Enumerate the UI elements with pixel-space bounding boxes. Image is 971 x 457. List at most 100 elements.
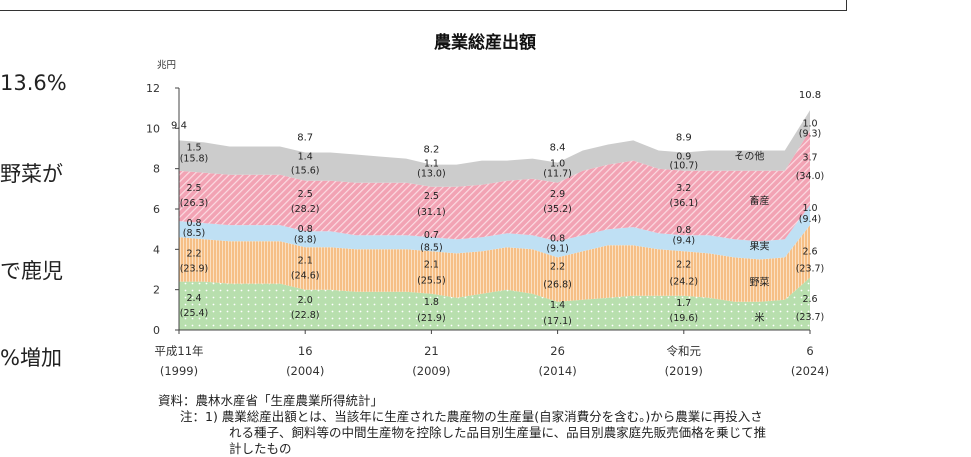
- data-label: 0.8: [298, 224, 313, 235]
- data-label: 0.8: [186, 218, 201, 229]
- data-label: 0.7: [424, 230, 439, 241]
- series-label: その他: [734, 150, 764, 163]
- data-label: 2.2: [676, 259, 691, 270]
- data-label: (35.2): [543, 204, 572, 215]
- data-label: 2.1: [298, 255, 313, 266]
- data-label: 3.7: [802, 153, 817, 164]
- data-label: 1.0: [802, 118, 817, 129]
- data-label: (31.1): [417, 207, 446, 218]
- data-label: 0.9: [676, 152, 691, 163]
- data-label: 1.7: [676, 298, 691, 309]
- note-1-continuation-1: れる種子、飼料等の中間生産物を控除した品目別生産量に、品目別農家庭先販売価格を乗…: [229, 425, 767, 440]
- x-tick-label-era: 平成11年: [154, 344, 203, 358]
- data-label: (34.0): [796, 171, 825, 182]
- y-tick-label: 10: [146, 122, 160, 135]
- data-label: 2.9: [550, 189, 565, 200]
- y-tick-label: 12: [146, 82, 160, 95]
- data-label: 2.5: [186, 183, 201, 194]
- data-label: 2.1: [424, 259, 439, 270]
- area-その他: [179, 110, 810, 187]
- side-text-2: 野菜が: [0, 162, 63, 186]
- total-label: 8.2: [423, 145, 439, 156]
- y-tick-label: 0: [153, 324, 160, 337]
- data-label: (23.9): [180, 264, 209, 275]
- data-label: 2.2: [186, 248, 201, 259]
- data-label: (24.6): [291, 271, 320, 282]
- data-label: 2.6: [802, 246, 817, 257]
- data-label: (26.3): [180, 198, 209, 209]
- data-label: 3.2: [676, 183, 691, 194]
- data-label: (8.8): [294, 234, 317, 245]
- series-label: 野菜: [750, 277, 770, 289]
- side-text-3: で鹿児: [0, 259, 63, 283]
- data-label: (9.1): [546, 243, 569, 254]
- note-1: 注：1) 農業総産出額とは、当該年に生産された農産物の生産量(自家消費分を含む。…: [180, 409, 763, 424]
- total-label: 8.4: [550, 143, 566, 154]
- data-label: 2.2: [550, 262, 565, 273]
- data-label: 1.5: [186, 143, 201, 154]
- data-label: 0.8: [550, 233, 565, 244]
- total-label: 10.8: [799, 90, 821, 101]
- side-text-4: %増加: [0, 346, 62, 370]
- data-label: (15.8): [180, 154, 209, 165]
- data-label: 1.8: [424, 297, 439, 308]
- total-label: 8.9: [676, 133, 692, 144]
- source-note: 資料：農林水産省「生産農業所得統計」: [158, 393, 384, 408]
- data-label: (9.4): [673, 235, 696, 246]
- data-label: 2.0: [298, 295, 313, 306]
- series-label: 米: [755, 311, 765, 324]
- area-畜産: [179, 130, 810, 242]
- x-tick-label-year: (1999): [160, 364, 198, 378]
- total-label: 9.4: [171, 120, 187, 131]
- x-tick-label-era: 令和元: [667, 344, 702, 358]
- side-text-1: 13.6%: [0, 71, 67, 95]
- data-label: (21.9): [417, 313, 446, 324]
- x-tick-label-year: (2009): [412, 364, 450, 378]
- data-label: 1.4: [298, 152, 313, 163]
- x-tick-label-year: (2004): [286, 364, 324, 378]
- area-米: [179, 277, 810, 330]
- data-label: (13.0): [417, 169, 446, 180]
- x-tick-label-era: 26: [550, 344, 565, 358]
- data-label: (10.7): [670, 161, 699, 172]
- y-axis-unit: 兆円: [157, 60, 176, 71]
- x-tick-label-year: (2019): [665, 364, 703, 378]
- data-label: (15.6): [291, 166, 320, 177]
- area-野菜: [179, 225, 810, 302]
- data-label: (25.4): [180, 308, 209, 319]
- data-label: 1.4: [550, 300, 565, 311]
- data-label: 2.4: [186, 293, 201, 304]
- y-tick-label: 6: [153, 203, 160, 216]
- data-label: (9.3): [799, 128, 822, 139]
- data-label: 2.6: [802, 294, 817, 305]
- x-tick-label-era: 6: [806, 344, 813, 358]
- total-label: 8.7: [297, 133, 313, 144]
- data-label: (36.1): [670, 198, 699, 209]
- data-label: 1.1: [424, 159, 439, 170]
- data-label: (23.7): [796, 312, 825, 323]
- data-label: (8.5): [183, 228, 206, 239]
- top-frame: [0, 0, 847, 11]
- chart-title: 農業総産出額: [434, 33, 536, 53]
- x-tick-label-year: (2014): [538, 364, 576, 378]
- data-label: 1.0: [802, 203, 817, 214]
- x-tick-label-year: (2024): [791, 364, 829, 378]
- y-tick-label: 2: [153, 284, 160, 297]
- series-label: 畜産: [750, 194, 770, 207]
- data-label: 1.0: [550, 159, 565, 170]
- data-label: 2.5: [298, 189, 313, 200]
- data-label: (19.6): [670, 313, 699, 324]
- data-label: (25.5): [417, 276, 446, 287]
- series-label: 果実: [750, 239, 770, 252]
- data-label: (8.5): [420, 242, 443, 253]
- x-tick-label-era: 21: [424, 344, 439, 358]
- data-label: (22.8): [291, 310, 320, 321]
- data-label: 0.8: [676, 225, 691, 236]
- data-label: 2.5: [424, 191, 439, 202]
- area-果実: [179, 205, 810, 260]
- note-1-continuation-2: 計したもの: [229, 441, 292, 456]
- y-tick-label: 4: [153, 243, 160, 256]
- data-label: (17.1): [543, 316, 572, 327]
- x-tick-label-era: 16: [298, 344, 313, 358]
